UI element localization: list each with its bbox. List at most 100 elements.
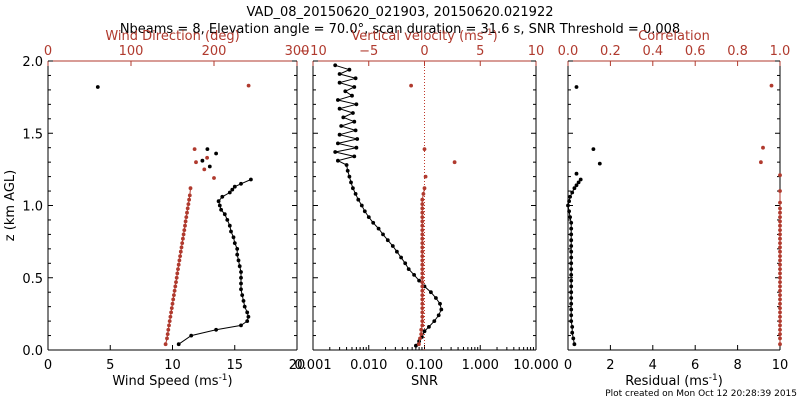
snr-series-2-point: [423, 174, 428, 179]
wind-series-2-point: [188, 186, 193, 191]
residual-series-2-point: [778, 258, 782, 263]
residual-series-2-point: [778, 323, 782, 328]
wind-bottom-axis-label-text: Wind Speed (ms: [112, 374, 218, 389]
residual-series-2-point: [778, 301, 782, 306]
residual-series-0-point: [569, 255, 574, 260]
wind-series-0-point: [219, 207, 224, 212]
residual-bottom-axis-label-unit-exponent: -1: [709, 373, 718, 383]
wind-series-2-point: [171, 297, 176, 302]
snr-series-0-point: [347, 67, 352, 72]
residual-series-2-point: [778, 293, 782, 297]
residual-series-0-point: [574, 183, 579, 188]
wind-series-0-point: [230, 187, 235, 192]
residual-series-0-point: [569, 249, 574, 254]
residual-series-0-point: [569, 319, 574, 323]
wind-bottom-axis-label-unit-close: ): [228, 374, 233, 389]
residual-series-2-point: [778, 280, 782, 284]
residual-series-2-point: [778, 254, 782, 258]
residual-series-2-point: [778, 215, 782, 220]
wind-series-0-point: [241, 299, 246, 303]
wind-y-tick-label: 1.0: [22, 200, 43, 215]
snr-series-0-point: [352, 85, 357, 89]
residual-top-tick-label: 0.4: [642, 44, 663, 59]
wind-series-0-point: [249, 177, 253, 182]
residual-bottom-tick-label: 8: [733, 358, 741, 373]
wind-series-2-point: [167, 319, 172, 323]
residual-bottom-tick-label: 10: [772, 358, 789, 373]
wind-series-1-point: [200, 158, 205, 163]
residual-series-1-point: [591, 147, 596, 152]
residual-series-3-point: [761, 145, 765, 150]
residual-series-0-point: [570, 325, 575, 329]
wind-series-0-point: [232, 184, 237, 189]
wind-series-0-point: [217, 203, 222, 208]
snr-series-1-point: [420, 236, 425, 241]
residual-bottom-axis-label-text: Residual (ms: [625, 374, 709, 389]
snr-series-1-point: [417, 342, 421, 347]
wind-series-0-point: [231, 235, 236, 240]
snr-series-1-point: [420, 223, 425, 228]
snr-series-0-point: [381, 232, 385, 237]
residual-series-2-point: [778, 288, 782, 293]
snr-series-1-point: [420, 258, 425, 263]
residual-series-2-point: [778, 342, 782, 347]
wind-series-0-point: [189, 333, 194, 338]
residual-series-0-point: [569, 301, 574, 306]
wind-series-0-point: [240, 293, 245, 297]
residual-series-0-point: [576, 180, 581, 185]
snr-series-0-point: [366, 215, 371, 220]
residual-series-2-point: [778, 314, 782, 319]
residual-series-2-point: [778, 271, 782, 276]
residual-series-0-point: [571, 336, 576, 341]
residual-series-0-point: [567, 199, 571, 204]
wind-y-tick-label: 0.5: [22, 272, 43, 287]
snr-top-tick-label: −5: [359, 44, 378, 59]
residual-series-1-point: [574, 85, 579, 89]
wind-series-0-point: [225, 218, 230, 222]
wind-series-0-point: [236, 258, 241, 263]
wind-series-1-point: [205, 147, 210, 152]
residual-top-tick-label: 0.2: [600, 44, 621, 59]
snr-series-1-point: [420, 254, 425, 258]
wind-series-0-point: [214, 327, 219, 332]
wind-series-3-point: [212, 176, 216, 180]
wind-series-0-point: [246, 314, 251, 319]
wind-bottom-tick-label: 5: [106, 358, 114, 373]
residual-series-0-point: [570, 190, 575, 195]
wind-series-2-point: [174, 280, 178, 284]
wind-series-0-point: [229, 229, 233, 234]
snr-series-1-point: [420, 319, 425, 323]
residual-series-2-point: [778, 267, 782, 271]
wind-series-2-point: [173, 284, 178, 289]
snr-bottom-axis-label-text: SNR: [411, 374, 438, 389]
wind-series-2-point: [181, 236, 185, 241]
snr-series-0-point: [336, 98, 340, 102]
residual-series-2-point: [778, 319, 782, 323]
wind-series-0-point: [227, 223, 232, 228]
wind-series-2-point: [178, 254, 183, 258]
wind-series-2-point: [165, 336, 169, 341]
wind-series-2-point: [163, 342, 168, 347]
residual-series-0-point: [567, 209, 571, 214]
wind-series-2-point: [185, 210, 189, 215]
snr-series-0-point: [352, 119, 357, 124]
residual-series-0-point: [569, 284, 574, 289]
wind-series-2-point: [169, 310, 174, 315]
residual-top-axis-label: Correlation: [638, 29, 710, 44]
wind-series-0-point: [222, 212, 227, 217]
residual-series-2-point: [778, 310, 782, 315]
snr-series-0-point: [337, 80, 342, 85]
snr-series-0-point: [351, 186, 355, 191]
snr-top-tick-label: 10: [528, 44, 545, 59]
residual-top-tick-label: 0.0: [558, 44, 579, 59]
residual-series-1-point: [597, 161, 602, 166]
wind-series-2-point: [185, 206, 190, 211]
wind-series-2-point: [181, 232, 186, 237]
wind-series-2-point: [175, 271, 180, 276]
wind-series-2-point: [167, 323, 171, 328]
wind-series-2-point: [183, 219, 188, 224]
snr-series-0-point: [352, 154, 357, 159]
snr-series-0-point: [417, 278, 421, 283]
wind-series-2-point: [174, 275, 179, 280]
wind-series-0-point: [227, 190, 232, 195]
